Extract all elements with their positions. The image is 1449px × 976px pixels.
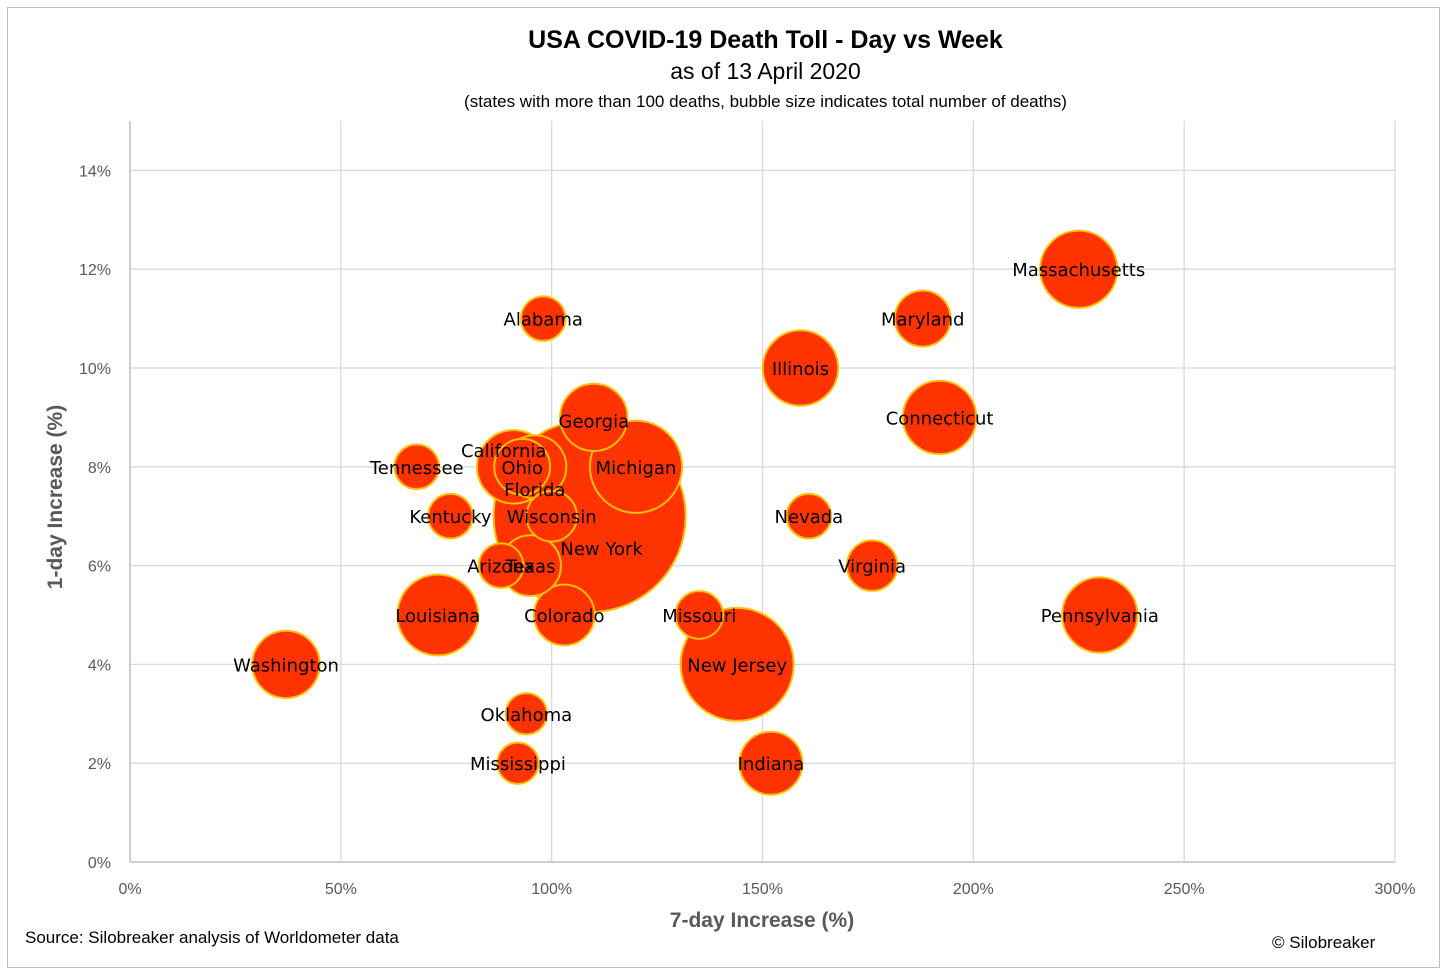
copyright-note: © Silobreaker [1272, 933, 1376, 952]
y-tick-label: 14% [79, 163, 111, 180]
point-label: Virginia [838, 557, 906, 578]
y-tick-label: 4% [88, 657, 111, 674]
bubbles [251, 229, 1139, 796]
point-label: Indiana [738, 754, 805, 775]
x-tick-label: 0% [118, 881, 141, 898]
x-tick-label: 250% [1164, 881, 1205, 898]
chart-frame [7, 7, 1440, 968]
point-label: Michigan [596, 458, 677, 479]
y-tick-label: 0% [88, 855, 111, 872]
point-label: Louisiana [395, 606, 480, 627]
point-label: Missouri [662, 606, 736, 627]
point-label: Arizona [467, 557, 535, 578]
x-tick-label: 50% [325, 881, 357, 898]
point-label: Wisconsin [507, 507, 597, 528]
source-note: Source: Silobreaker analysis of Worldome… [25, 928, 399, 947]
point-label: Mississippi [470, 754, 566, 775]
bubble-nevada [785, 492, 833, 540]
bubble-pennsylvania [1061, 576, 1139, 654]
point-label: Pennsylvania [1041, 606, 1159, 627]
bubble-colorado [532, 583, 596, 647]
bubble-washington [251, 629, 321, 700]
point-label: Washington [233, 655, 339, 676]
x-tick-label: 100% [531, 881, 572, 898]
bubble-georgia [559, 382, 629, 453]
point-label: Illinois [772, 359, 829, 380]
bubble-virginia [845, 539, 899, 592]
bubble-missouri [674, 590, 725, 640]
bubble-wisconsin [525, 489, 578, 543]
bubble-mississippi [496, 741, 540, 785]
point-label: Connecticut [886, 408, 994, 429]
bubble-arizona [477, 542, 525, 589]
point-label: Colorado [524, 606, 604, 627]
chart-subtitle: as of 13 April 2020 [670, 58, 861, 84]
point-label: Massachusetts [1012, 260, 1145, 281]
x-axis-label: 7-day Increase (%) [669, 909, 855, 932]
bubble-ohio [493, 437, 552, 496]
point-label: Tennessee [369, 458, 464, 479]
point-label: New Jersey [687, 655, 787, 676]
y-tick-label: 12% [79, 262, 111, 279]
point-label: Oklahoma [481, 705, 573, 726]
point-label: Texas [505, 557, 556, 578]
point-label: Nevada [775, 507, 844, 528]
y-tick-label: 10% [79, 361, 111, 378]
point-label: Georgia [559, 411, 630, 432]
point-label: California [461, 441, 546, 462]
bubble-maryland [893, 289, 952, 348]
point-label: Alabama [504, 310, 583, 331]
bubble-tennessee [393, 443, 441, 491]
x-tick-label: 200% [953, 881, 994, 898]
x-tick-label: 150% [742, 881, 783, 898]
bubble-massachusetts [1039, 229, 1119, 309]
y-tick-label: 2% [88, 756, 111, 773]
bubble-illinois [761, 329, 840, 407]
bubble-alabama [519, 295, 567, 342]
chart-title: USA COVID-19 Death Toll - Day vs Week [528, 26, 1003, 54]
bubble-oklahoma [504, 692, 548, 736]
point-label: Kentucky [409, 507, 492, 528]
bubble-louisiana [396, 573, 480, 657]
bubble-connecticut [901, 379, 978, 456]
point-label: New York [560, 539, 643, 560]
point-label: Florida [504, 480, 565, 501]
y-tick-label: 8% [88, 460, 111, 477]
y-tick-label: 6% [88, 559, 111, 576]
chart-note: (states with more than 100 deaths, bubbl… [464, 92, 1067, 111]
x-tick-label: 300% [1375, 881, 1416, 898]
point-label: Maryland [881, 310, 964, 331]
y-axis-label: 1-day Increase (%) [44, 404, 67, 590]
point-labels: New York New Jersey Michigan Massachusetts L… [233, 260, 1159, 775]
point-label: Ohio [501, 458, 543, 479]
bubble-kentucky [427, 492, 474, 540]
bubble-indiana [738, 730, 804, 796]
tick-labels: 0% 50% 100% 150% 200% 250% 300% 0% 2% 4% 6% 8% 10% 12… [79, 163, 1415, 898]
